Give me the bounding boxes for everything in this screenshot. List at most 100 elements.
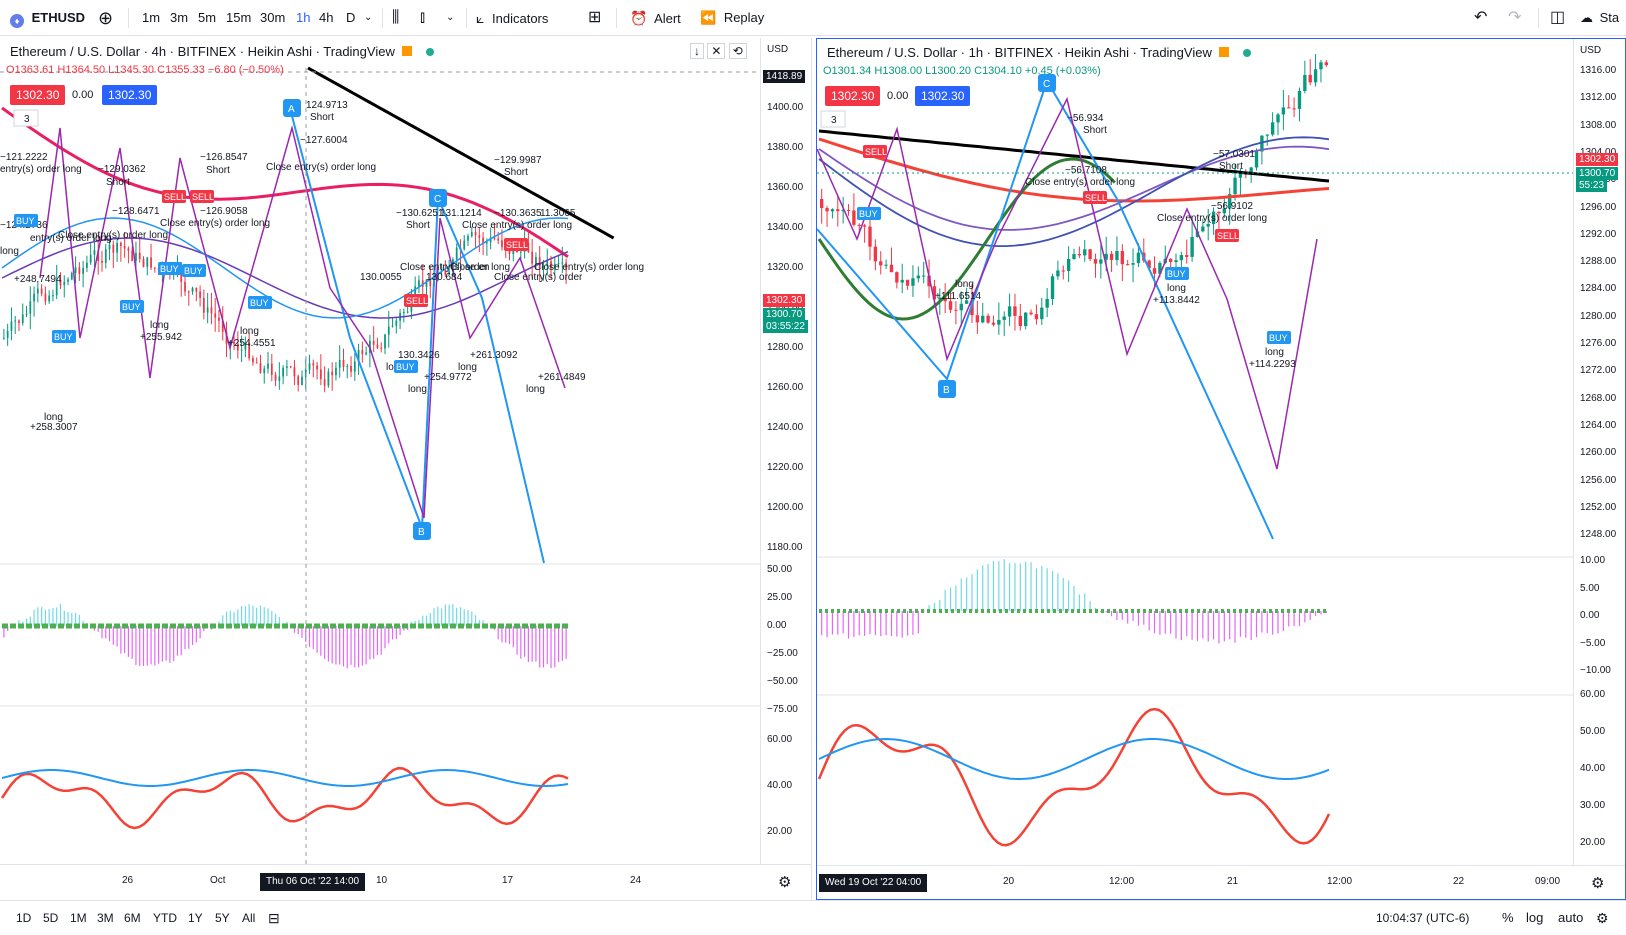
buy-price-button[interactable]: 1302.30 bbox=[102, 85, 158, 105]
interval-30m[interactable]: 30m bbox=[260, 10, 286, 25]
split-layout-icon[interactable]: ◫ bbox=[1550, 9, 1566, 26]
candle-body bbox=[146, 257, 149, 267]
clock-display[interactable]: 10:04:37 (UTC-6) bbox=[1376, 911, 1470, 925]
range-1y[interactable]: 1Y bbox=[188, 911, 203, 925]
candle-body bbox=[86, 262, 88, 268]
interval-1h[interactable]: 1h bbox=[296, 10, 311, 25]
settings-gear-icon[interactable]: ⚙ bbox=[1596, 910, 1609, 926]
replay-button[interactable]: ⏪ Replay bbox=[700, 0, 764, 36]
left-time-axis[interactable]: 26 Oct 10 17 24 Thu 06 Oct '22 14:00 ⚙ bbox=[0, 864, 811, 900]
pane-controls: ↓ ✕ ⟲ bbox=[690, 43, 747, 59]
candle-body bbox=[1174, 260, 1178, 263]
right-price-axis[interactable]: USD 1316.001312.001308.001304.001300.001… bbox=[1573, 39, 1625, 865]
candle-body bbox=[1109, 253, 1114, 260]
left-chart-pane[interactable]: 124.9713 Short −127.6004 Close entry(s) ord… bbox=[0, 38, 812, 900]
candle-body bbox=[350, 365, 352, 372]
signal-badge bbox=[158, 262, 182, 275]
undo-icon[interactable]: ↶ bbox=[1474, 9, 1488, 26]
candle-body bbox=[1115, 251, 1119, 260]
range-all[interactable]: All bbox=[242, 911, 256, 925]
candle-body bbox=[214, 313, 217, 318]
range-5y[interactable]: 5Y bbox=[215, 911, 230, 925]
chevron-down-icon[interactable]: ⌄ bbox=[446, 12, 455, 23]
spread-value: 0.00 bbox=[72, 89, 94, 101]
currency-label[interactable]: USD bbox=[1580, 45, 1602, 56]
indicators-button[interactable]: ⟀ Indicators bbox=[476, 0, 548, 36]
indicators-icon: ⟀ bbox=[476, 10, 485, 26]
candles-icon[interactable]: ⫾ bbox=[420, 9, 426, 26]
trade-annotation: −56.7108 bbox=[1065, 165, 1107, 176]
candle-body bbox=[1211, 211, 1216, 225]
countdown-tag: 03:55:22 bbox=[763, 320, 808, 333]
price-tick: 1248.00 bbox=[1580, 529, 1617, 541]
candle-body bbox=[48, 295, 51, 302]
candle-body bbox=[485, 242, 488, 244]
left-price-axis[interactable]: USD 1400.00 1380.00 1360.00 1340.00 1320.00 1… bbox=[760, 38, 811, 864]
candle-body bbox=[1228, 194, 1232, 209]
interval-4h[interactable]: 4h bbox=[319, 10, 334, 25]
auto-toggle[interactable]: auto bbox=[1558, 910, 1584, 925]
interval-1m[interactable]: 1m bbox=[142, 10, 161, 25]
crosshair-time-tag: Wed 19 Oct '22 04:00 bbox=[819, 874, 928, 892]
interval-15m[interactable]: 15m bbox=[226, 10, 252, 25]
range-3m[interactable]: 3M bbox=[97, 911, 114, 925]
time-tick: 12:00 bbox=[1327, 876, 1353, 887]
range-5d[interactable]: 5D bbox=[43, 911, 59, 925]
range-1m[interactable]: 1M bbox=[70, 911, 87, 925]
candle-body bbox=[470, 232, 473, 237]
candle-body bbox=[1319, 62, 1323, 70]
currency-label[interactable]: USD bbox=[767, 44, 789, 55]
compare-add-icon[interactable]: ⊕ bbox=[98, 8, 114, 28]
status-dot-icon bbox=[1243, 49, 1252, 57]
candle-body bbox=[414, 286, 417, 297]
sell-price-button[interactable]: 1302.30 bbox=[825, 86, 881, 106]
interval-d[interactable]: D bbox=[346, 10, 356, 25]
trade-annotation: +113.8442 bbox=[1153, 295, 1200, 306]
right-chart-pane[interactable]: −56.934 Short −56.7108 Close entry(s) order… bbox=[816, 38, 1626, 900]
candle-body bbox=[508, 250, 511, 254]
alert-button[interactable]: ⏰ Alert bbox=[630, 0, 681, 36]
candle-body bbox=[868, 226, 872, 247]
ema-long-line bbox=[307, 66, 615, 240]
left-ohlc: O1363.61 H1364.50 L1345.30 C1355.33 −6.8… bbox=[6, 64, 284, 76]
candle-body bbox=[1093, 259, 1098, 264]
signal-badge bbox=[182, 264, 206, 277]
osc-tick: −5.00 bbox=[1580, 637, 1606, 649]
candle-body bbox=[489, 237, 492, 243]
redo-icon[interactable]: ↷ bbox=[1508, 9, 1522, 26]
chevron-down-icon[interactable]: ⌄ bbox=[364, 12, 373, 23]
candle-body bbox=[1136, 252, 1141, 264]
trade-annotation: Close entry(s) order long bbox=[1025, 177, 1135, 188]
percent-toggle[interactable]: % bbox=[1502, 910, 1514, 925]
buy-price-button[interactable]: 1302.30 bbox=[915, 86, 971, 106]
range-1d[interactable]: 1D bbox=[16, 911, 32, 925]
symbol-search[interactable]: ♦ ETHUSD bbox=[10, 0, 85, 36]
candle-body bbox=[1190, 237, 1194, 257]
date-range-icon[interactable]: ⊟ bbox=[268, 910, 280, 926]
settings-gear-icon[interactable]: ⚙ bbox=[1591, 875, 1605, 892]
close-icon[interactable]: ✕ bbox=[707, 43, 726, 59]
osc-tick: 60.00 bbox=[1580, 689, 1606, 700]
sync-icon[interactable]: ⟲ bbox=[728, 43, 747, 59]
candle-body bbox=[959, 303, 963, 311]
settings-gear-icon[interactable]: ⚙ bbox=[778, 874, 792, 891]
interval-5m[interactable]: 5m bbox=[198, 10, 217, 25]
signal-label: BUY bbox=[16, 216, 35, 226]
log-toggle[interactable]: log bbox=[1526, 910, 1544, 925]
right-time-axis[interactable]: 20 12:00 21 12:00 22 09:00 Wed 19 Oct '22 04:… bbox=[817, 865, 1625, 899]
trade-annotation: long bbox=[526, 384, 545, 395]
candle-body bbox=[884, 264, 888, 266]
interval-3m[interactable]: 3m bbox=[170, 10, 189, 25]
arrow-down-icon[interactable]: ↓ bbox=[690, 43, 704, 59]
candle-body bbox=[836, 209, 840, 212]
layouts-icon[interactable]: ⊞ bbox=[588, 9, 602, 26]
snapshot-button[interactable]: ☁ Sta bbox=[1580, 0, 1619, 36]
bar-style-icon[interactable]: ⫼ bbox=[392, 9, 400, 26]
rsi-fast-line bbox=[0, 766, 569, 830]
candle-body bbox=[482, 237, 484, 244]
range-ytd[interactable]: YTD bbox=[153, 911, 177, 925]
range-6m[interactable]: 6M bbox=[124, 911, 141, 925]
sell-price-button[interactable]: 1302.30 bbox=[10, 85, 66, 105]
